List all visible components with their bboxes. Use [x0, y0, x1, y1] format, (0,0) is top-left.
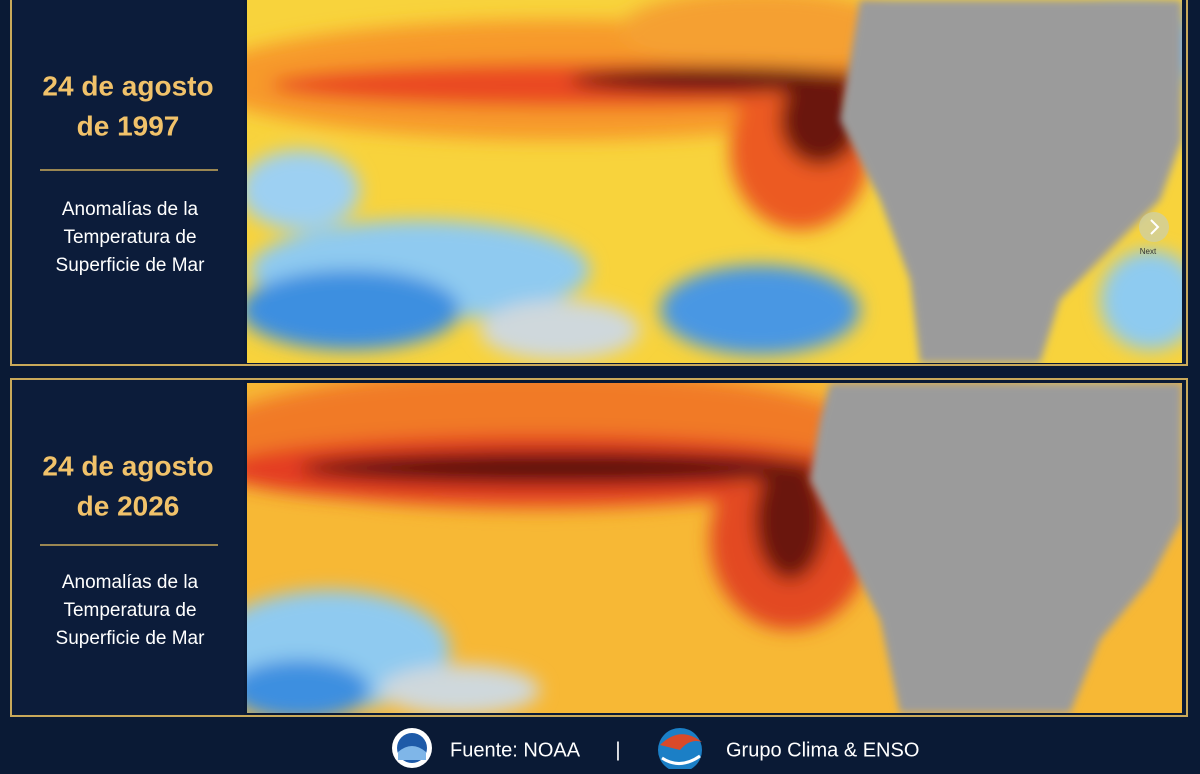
subtitle: Superficie de Mar [56, 255, 206, 276]
panel-frame [10, 378, 1188, 717]
source: Fuente: NOAA [450, 739, 581, 761]
subtitle: Superficie de Mar [56, 628, 206, 649]
subtitle: Temperatura de [63, 227, 196, 248]
next-button[interactable] [1139, 212, 1169, 242]
next-label[interactable]: Next [1140, 247, 1157, 256]
date-line: 24 de agosto [42, 450, 213, 481]
separator: | [615, 739, 620, 761]
map [247, 383, 1182, 713]
panel-frame [10, 0, 1188, 366]
map: Next [247, 0, 1182, 363]
date-line: 24 de agosto [42, 70, 213, 101]
subtitle: Anomalías de la [62, 572, 199, 593]
date-line: de 1997 [77, 110, 180, 141]
group: Grupo Clima & ENSO [726, 739, 919, 761]
subtitle: Anomalías de la [62, 199, 199, 220]
side-panel [12, 380, 244, 715]
date-line: de 2026 [77, 490, 180, 521]
subtitle: Temperatura de [63, 600, 196, 621]
side-panel [12, 0, 244, 363]
